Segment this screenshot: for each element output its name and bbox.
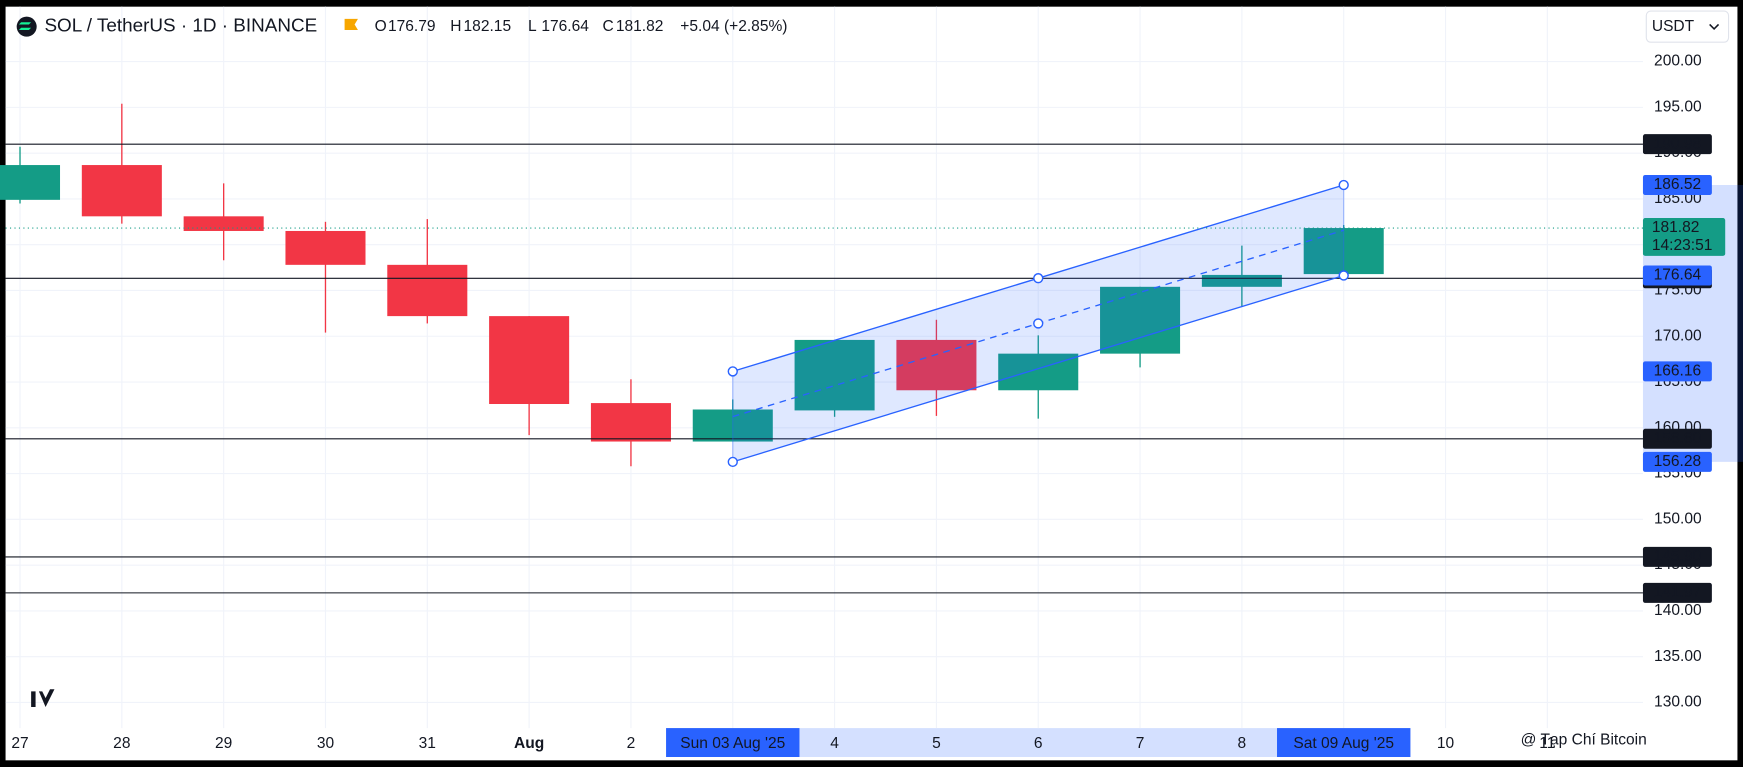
- channel-handle: [727, 366, 738, 377]
- ohlc-value: 176.79: [388, 18, 436, 35]
- channel-handle: [1033, 318, 1044, 329]
- y-tick-label: 200.00: [1654, 53, 1702, 70]
- y-tick-label: 170.00: [1654, 327, 1702, 344]
- channel-handle: [727, 456, 738, 468]
- currency-label[interactable]: USDT: [1652, 18, 1695, 35]
- x-tick-label: 2: [627, 735, 636, 752]
- x-label-box: [1277, 728, 1411, 757]
- channel-price-box: [1642, 361, 1712, 382]
- last-price-box: [1642, 218, 1726, 256]
- candle-body: [387, 264, 468, 317]
- x-tick-label: Sat 09 Aug '25: [1293, 735, 1394, 752]
- channel-price-box: [1642, 175, 1712, 196]
- x-tick-label: 6: [1034, 735, 1043, 752]
- x-tick-label: 27: [11, 735, 28, 752]
- watermark: @ Tạp Chí Bitcoin: [1521, 731, 1647, 748]
- symbol-logo-mark: [18, 22, 32, 31]
- currency-caret: [1709, 23, 1720, 31]
- x-tick-label: 30: [317, 735, 335, 752]
- symbol-logo: [16, 16, 37, 37]
- price-label: 158.80: [1654, 430, 1702, 447]
- x-tick-label: 8: [1238, 735, 1247, 752]
- x-label-box: [666, 728, 800, 757]
- x-tick-label: 10: [1437, 735, 1455, 752]
- currency-button[interactable]: [1645, 10, 1730, 43]
- ohlc-value: 182.15: [464, 18, 512, 35]
- countdown: 14:23:51: [1652, 237, 1713, 254]
- channel-price-label: 176.64: [1654, 267, 1702, 284]
- candle-body: [794, 339, 875, 411]
- candle-body: [1100, 286, 1181, 354]
- x-tick-label: Sun 03 Aug '25: [680, 735, 785, 752]
- y-tick-label: 140.00: [1654, 602, 1702, 619]
- x-tick-label: 5: [932, 735, 941, 752]
- candle-body: [998, 353, 1079, 391]
- overlay: [5, 143, 1643, 594]
- x-tick-label: 11: [1539, 735, 1555, 752]
- ohlc-value: 181.82: [616, 18, 664, 35]
- price-label: 190.98: [1654, 135, 1702, 152]
- ohlc-key: L: [528, 18, 537, 35]
- x-tick-label: 4: [830, 735, 839, 752]
- candle-body: [590, 403, 671, 442]
- candle-body: [183, 216, 264, 231]
- x-tick-label: 7: [1136, 735, 1145, 752]
- x-tick-label: Aug: [514, 735, 544, 752]
- channel-price-label: 166.16: [1654, 363, 1702, 380]
- ohlc-key: O: [375, 18, 387, 35]
- labels: 130.00135.00140.00145.00150.00155.00160.…: [11, 18, 1726, 757]
- ohlc-key: H: [450, 18, 461, 35]
- price-label-box: [1642, 428, 1712, 449]
- channel-price-box: [1642, 265, 1712, 286]
- y-tick-label: 130.00: [1654, 694, 1702, 711]
- channel-handle: [1338, 179, 1349, 191]
- candle-body: [1201, 274, 1282, 287]
- y-tick-label: 195.00: [1654, 98, 1702, 115]
- x-tick-label: 29: [215, 735, 232, 752]
- price-label: 145.90: [1654, 548, 1702, 565]
- flag-icon[interactable]: [344, 18, 358, 31]
- chart-title: SOL / TetherUS · 1D · BINANCE: [44, 16, 317, 37]
- channel-price-label: 186.52: [1654, 176, 1702, 193]
- ohlc-key: C: [602, 18, 613, 35]
- y-tick-label: 135.00: [1654, 648, 1702, 665]
- marks: [0, 103, 1384, 467]
- channel-handle: [1033, 273, 1044, 284]
- last-price-label: 181.82: [1652, 219, 1700, 236]
- x-tick-label: 28: [113, 735, 130, 752]
- change-label: +5.04 (+2.85%): [680, 18, 787, 35]
- channel-handle: [1338, 270, 1349, 281]
- candle-body: [285, 230, 366, 265]
- y-tick-label: 150.00: [1654, 510, 1702, 527]
- candle-body: [692, 409, 773, 442]
- candle-body: [1303, 228, 1384, 275]
- ohlc-value: 176.64: [541, 18, 589, 35]
- candle-body: [896, 339, 977, 391]
- x-tick-label: 31: [419, 735, 436, 752]
- channel-price-box: [1642, 451, 1712, 472]
- price-label-box: [1642, 582, 1712, 603]
- channel-price-label: 156.28: [1654, 453, 1702, 470]
- price-label-box: [1642, 546, 1712, 567]
- tv-logo: [20, 689, 55, 707]
- candle-body: [0, 165, 61, 200]
- price-label-box: [1642, 134, 1712, 155]
- candle-body: [81, 165, 162, 217]
- candle-body: [489, 316, 570, 405]
- channel-lower: [732, 274, 1344, 463]
- price-label: 141.97: [1654, 584, 1702, 601]
